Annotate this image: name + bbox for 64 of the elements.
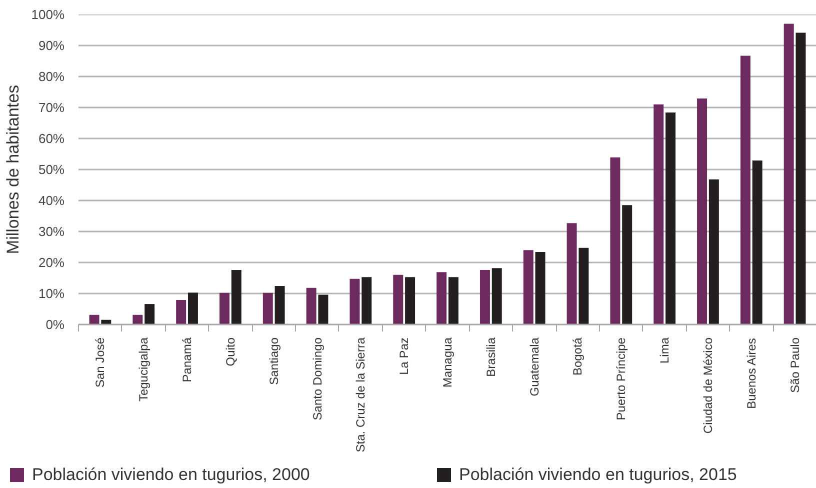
bar (654, 104, 664, 324)
bar (188, 292, 198, 324)
x-tick-label: Managua (440, 337, 454, 388)
x-tick-label: Brasilia (484, 337, 498, 377)
x-tick-label: Santiago (266, 337, 281, 385)
bar (436, 272, 447, 324)
bar (666, 112, 676, 324)
x-tick-label: Quito (223, 337, 238, 366)
bar (578, 248, 589, 324)
bar (144, 304, 155, 324)
bar (740, 56, 750, 324)
x-tick-label: Guatemala (527, 337, 542, 396)
bar (610, 157, 620, 324)
bar (89, 314, 100, 324)
bar (176, 300, 186, 324)
bar (262, 292, 273, 324)
y-tick-label: 0% (46, 317, 65, 332)
bar (535, 252, 546, 324)
legend-label: Población viviendo en tugurios, 2000 (32, 465, 310, 484)
y-tick-label: 70% (38, 100, 65, 115)
bar (306, 288, 316, 324)
bar (393, 274, 404, 324)
bar (448, 277, 458, 324)
bar (784, 24, 794, 324)
bar (492, 268, 502, 324)
y-tick-label: 10% (38, 286, 65, 301)
bar (220, 292, 230, 324)
x-tick-label: Sta. Cruz de la Sierra (354, 337, 368, 452)
bar (362, 277, 372, 324)
x-tick-label: Bogotá (570, 337, 585, 376)
x-tick-label: Ciudad de México (700, 337, 715, 434)
x-tick-label: San José (93, 337, 108, 388)
bar (752, 160, 762, 324)
bar (622, 205, 632, 324)
bar (523, 250, 534, 324)
legend-label: Población viviendo en tugurios, 2015 (459, 465, 737, 484)
y-tick-label: 50% (38, 162, 65, 177)
bar (350, 278, 360, 324)
y-tick-label: 90% (38, 38, 65, 53)
bar (480, 270, 490, 324)
x-tick-label: Santo Domingo (310, 337, 324, 420)
y-tick-label: 40% (38, 193, 65, 208)
x-tick-label: Buenos Aires (744, 338, 758, 409)
y-tick-label: 80% (38, 69, 65, 84)
x-tick-label: Panamá (180, 337, 194, 382)
bar (132, 314, 143, 324)
y-tick-label: 100% (31, 7, 65, 22)
bar (566, 223, 577, 324)
bar (796, 32, 806, 324)
bar (231, 270, 242, 324)
y-axis-title: Millones de habitantes (3, 84, 22, 254)
y-tick-label: 20% (38, 255, 65, 270)
x-tick-label: Puerto Príncipe (614, 337, 628, 420)
bar (697, 98, 708, 324)
x-tick-label: Tegucigalpa (136, 337, 151, 402)
y-tick-label: 30% (38, 224, 65, 239)
bar (318, 294, 328, 324)
x-tick-label: Lima (658, 337, 672, 364)
bar (708, 179, 719, 324)
x-tick-label: São Paulo (788, 337, 802, 393)
x-tick-label: La Paz (397, 338, 412, 375)
bar (405, 277, 416, 324)
bar (274, 286, 285, 324)
y-tick-label: 60% (38, 131, 65, 146)
